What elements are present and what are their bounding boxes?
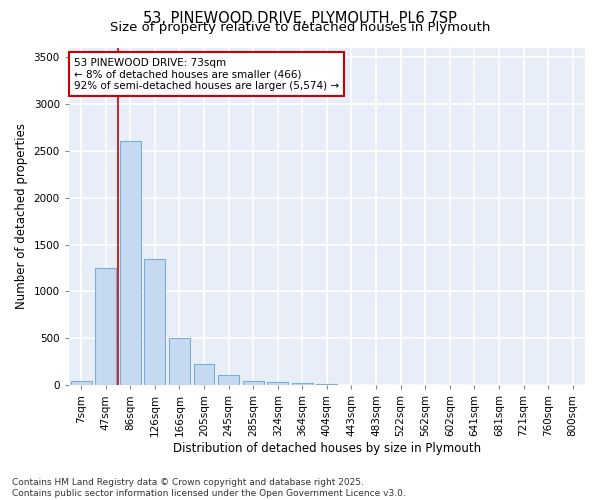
Bar	[145, 258, 166, 386]
Bar	[218, 375, 239, 386]
Bar	[268, 382, 288, 386]
Text: Size of property relative to detached houses in Plymouth: Size of property relative to detached ho…	[110, 21, 490, 34]
Bar	[316, 384, 337, 386]
Bar	[194, 364, 214, 386]
Text: Contains HM Land Registry data © Crown copyright and database right 2025.
Contai: Contains HM Land Registry data © Crown c…	[12, 478, 406, 498]
Text: 53, PINEWOOD DRIVE, PLYMOUTH, PL6 7SP: 53, PINEWOOD DRIVE, PLYMOUTH, PL6 7SP	[143, 11, 457, 26]
X-axis label: Distribution of detached houses by size in Plymouth: Distribution of detached houses by size …	[173, 442, 481, 455]
Bar	[95, 268, 116, 386]
Bar	[169, 338, 190, 386]
Bar	[292, 383, 313, 386]
Bar	[243, 380, 263, 386]
Bar	[71, 380, 92, 386]
Text: 53 PINEWOOD DRIVE: 73sqm
← 8% of detached houses are smaller (466)
92% of semi-d: 53 PINEWOOD DRIVE: 73sqm ← 8% of detache…	[74, 58, 339, 91]
Y-axis label: Number of detached properties: Number of detached properties	[15, 124, 28, 310]
Bar	[120, 142, 141, 386]
